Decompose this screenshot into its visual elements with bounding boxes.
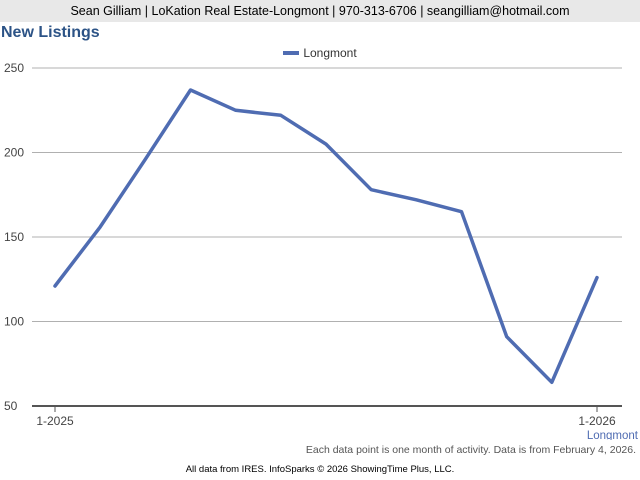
data-point: [415, 198, 418, 202]
label-layer: 50 100 150 200 250 1-2025 1-2026 Longmont: [4, 61, 639, 440]
data-point: [369, 188, 373, 191]
data-point: [505, 335, 508, 338]
x-tick-label: 1-2026: [578, 414, 616, 428]
y-tick-label: 100: [4, 315, 24, 329]
data-footnote: Each data point is one month of activity…: [305, 444, 636, 456]
data-point: [189, 88, 192, 92]
chart-legend: Longmont: [0, 46, 640, 60]
series-line-longmont: [53, 88, 599, 385]
axis-layer: [32, 405, 622, 412]
agent-contact-header: Sean Gilliam | LoKation Real Estate-Long…: [0, 0, 640, 22]
y-tick-label: 250: [4, 61, 24, 75]
data-point: [595, 276, 599, 279]
x-tick-label: 1-2025: [36, 414, 74, 428]
y-tick-label: 150: [4, 230, 24, 244]
data-point: [460, 210, 463, 213]
grid-layer: [32, 67, 622, 322]
series-layer: [53, 88, 599, 385]
legend-label: Longmont: [303, 46, 357, 60]
data-point: [279, 114, 283, 117]
y-tick-label: 200: [4, 146, 24, 160]
data-credit: All data from IRES. InfoSparks © 2026 Sh…: [185, 464, 455, 475]
series-end-label: Longmont: [587, 430, 639, 440]
data-point: [144, 158, 147, 161]
y-tick-label: 50: [4, 399, 18, 413]
legend-swatch: [283, 50, 300, 55]
data-point: [234, 109, 237, 112]
chart-title: New Listings: [1, 24, 100, 41]
data-point: [53, 284, 57, 288]
line-chart: 50 100 150 200 250 1-2025 1-2026 Longmont: [4, 61, 639, 440]
data-point: [324, 142, 328, 146]
data-point: [550, 381, 554, 384]
data-point: [98, 225, 102, 229]
